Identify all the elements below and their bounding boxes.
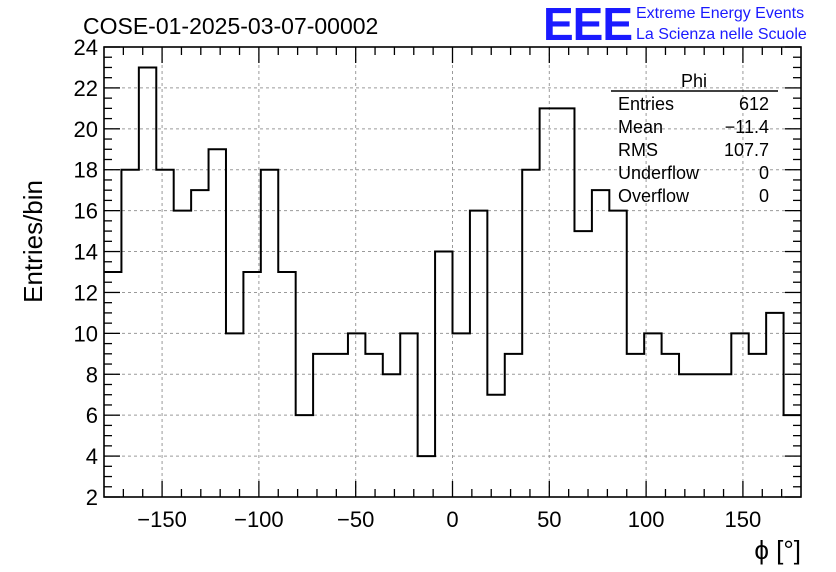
- x-tick-label: 150: [725, 507, 762, 532]
- x-tick-label: 50: [537, 507, 561, 532]
- stats-value: 0: [759, 163, 769, 183]
- x-tick-label: 0: [446, 507, 458, 532]
- eee-logo: EEE Extreme Energy Events La Scienza nel…: [543, 0, 807, 50]
- stats-value: 107.7: [724, 140, 769, 160]
- y-tick-label: 12: [74, 280, 98, 305]
- y-tick-label: 4: [86, 444, 98, 469]
- chart-title: COSE-01-2025-03-07-00002: [83, 13, 378, 39]
- y-tick-label: 24: [74, 35, 98, 60]
- x-tick-label: −50: [337, 507, 374, 532]
- y-tick-label: 6: [86, 403, 98, 428]
- stats-box: Phi Entries 612 Mean −11.4 RMS 107.7 Underflow…: [611, 71, 778, 206]
- stats-label: Mean: [618, 117, 663, 137]
- plot-frame: [103, 46, 802, 498]
- y-tick-label: 22: [74, 76, 98, 101]
- x-tick-label: −150: [137, 507, 187, 532]
- histogram-outline: [104, 66, 801, 458]
- stats-value: 612: [739, 94, 769, 114]
- x-tick-labels: −150 −100 −50 0 50 100 150: [137, 507, 761, 532]
- x-tick-label: −100: [234, 507, 284, 532]
- y-tick-label: 10: [74, 321, 98, 346]
- y-tick-label: 18: [74, 158, 98, 183]
- y-axis-label: Entries/bin: [18, 180, 48, 303]
- y-tick-label: 20: [74, 117, 98, 142]
- x-tick-label: 100: [628, 507, 665, 532]
- histogram-line: [104, 66, 801, 458]
- logo-line1: Extreme Energy Events: [636, 5, 804, 22]
- stats-rows: Entries 612 Mean −11.4 RMS 107.7 Underflow 0 Ove…: [618, 94, 769, 206]
- y-tick-label: 2: [86, 485, 98, 510]
- x-axis-label: ϕ [°]: [754, 535, 801, 565]
- stats-value: 0: [759, 186, 769, 206]
- y-tick-label: 8: [86, 362, 98, 387]
- stats-title: Phi: [681, 71, 707, 91]
- stats-label: Underflow: [618, 163, 700, 183]
- stats-value: −11.4: [725, 117, 769, 137]
- y-tick-label: 16: [74, 199, 98, 224]
- logo-line2: La Scienza nelle Scuole: [636, 26, 807, 43]
- stats-label: Overflow: [618, 186, 690, 206]
- stats-label: Entries: [618, 94, 674, 114]
- logo-mark: EEE: [543, 0, 632, 50]
- stats-label: RMS: [618, 140, 658, 160]
- y-tick-label: 14: [74, 240, 98, 265]
